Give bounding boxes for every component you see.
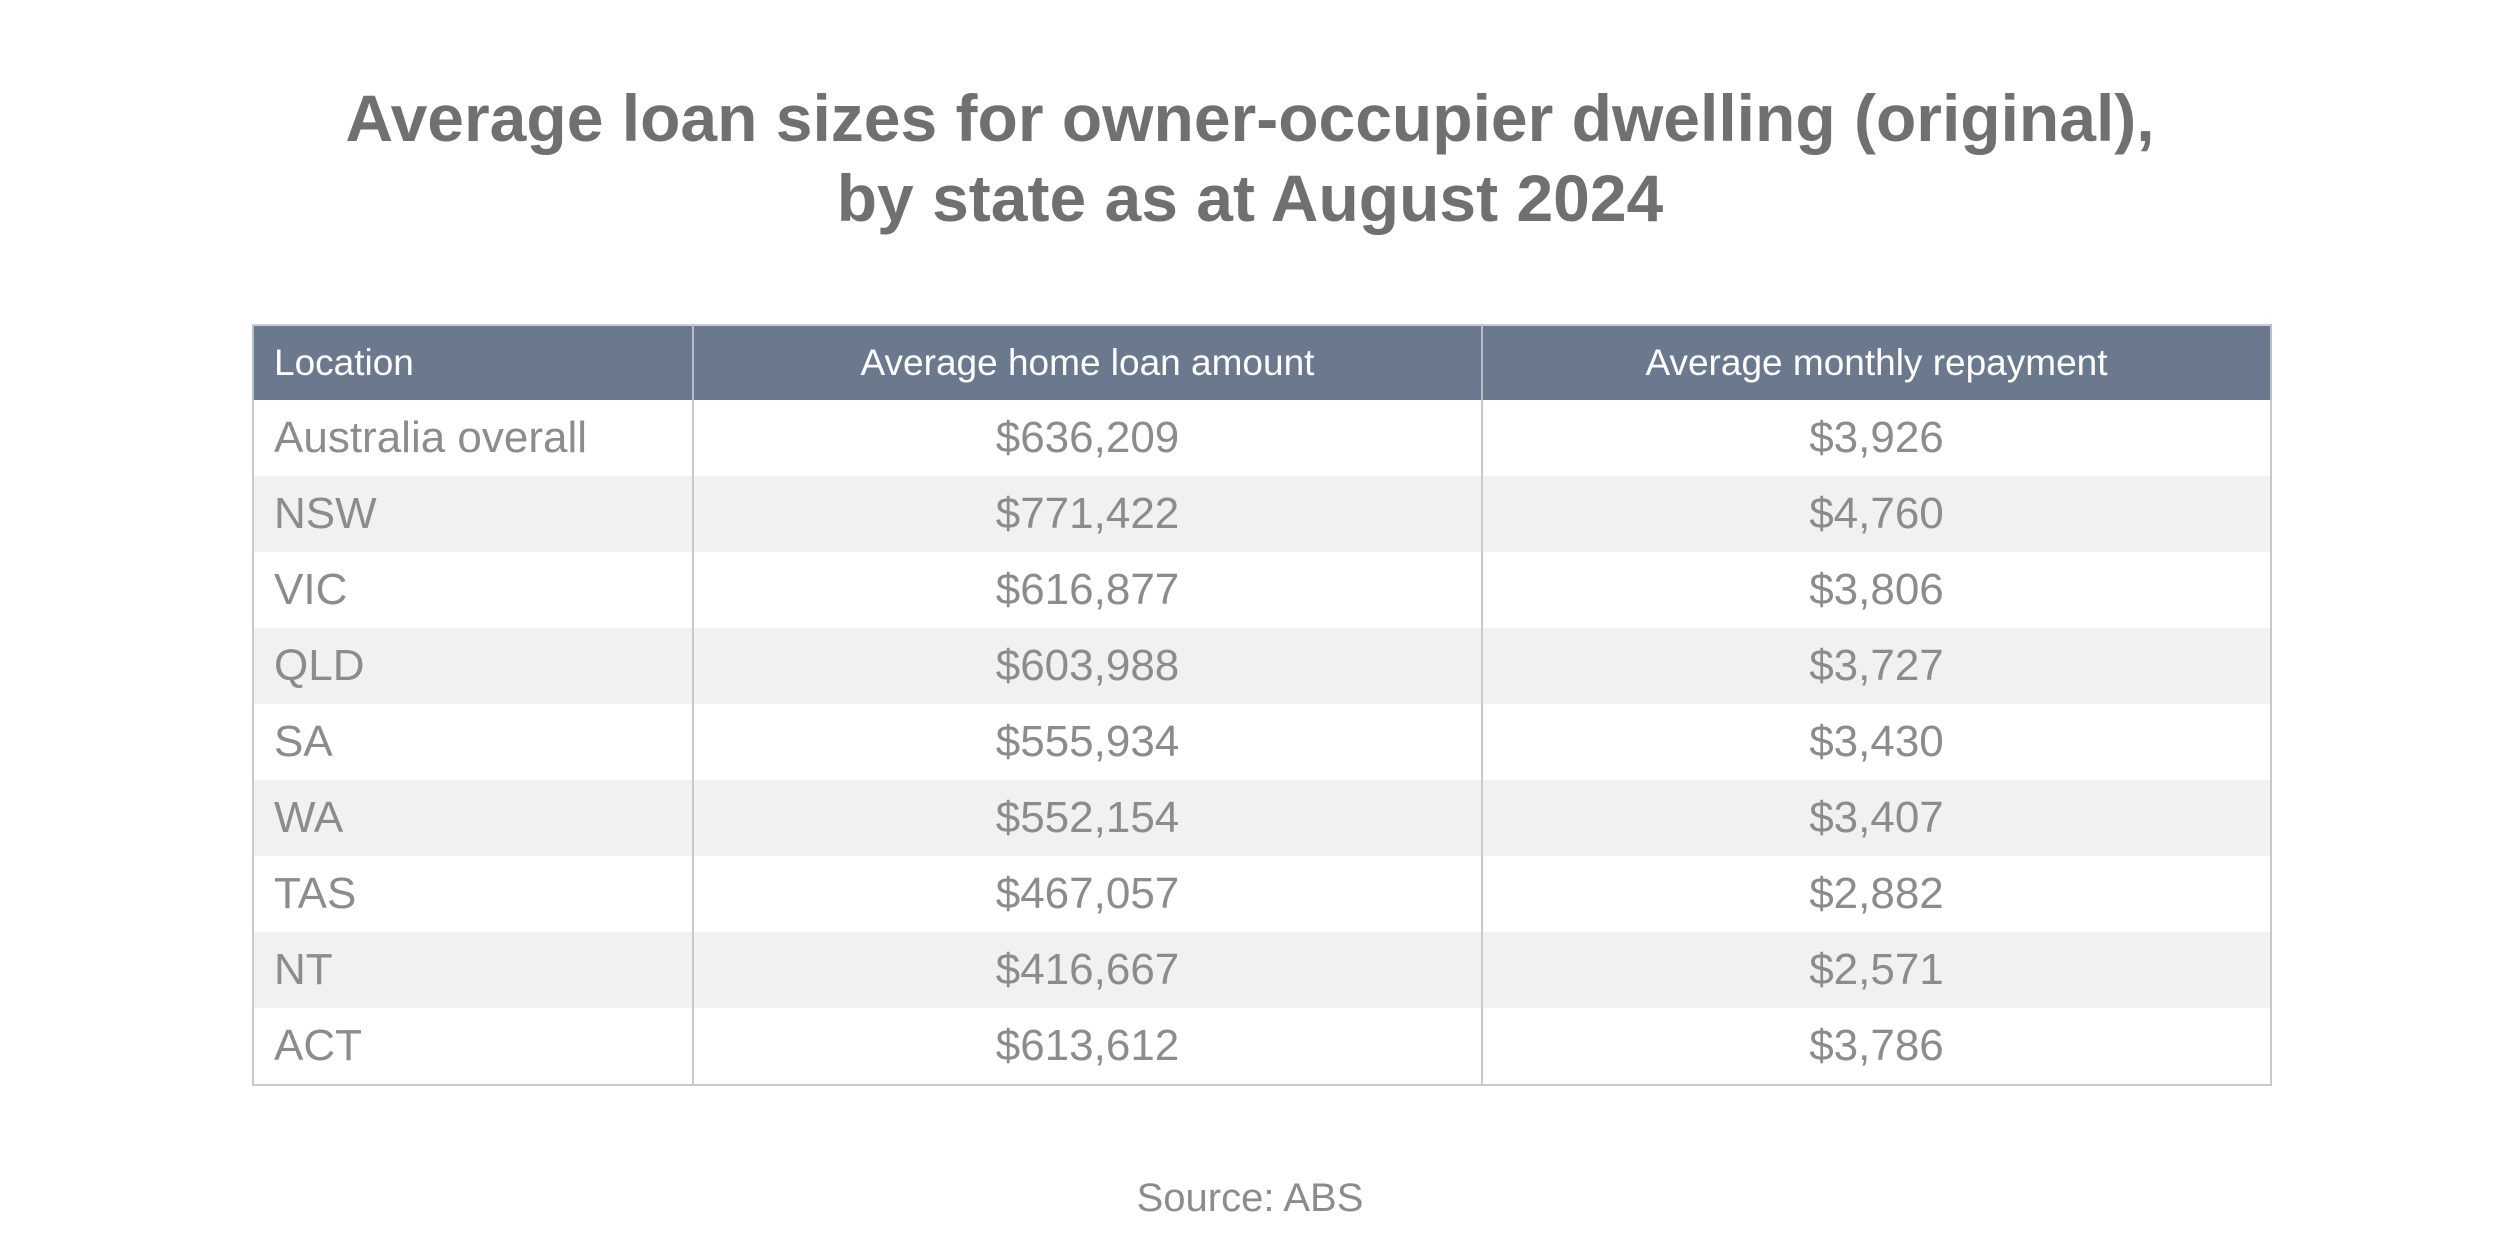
data-table-container: Location Average home loan amount Averag… xyxy=(252,324,2272,1086)
cell-loan-amount: $613,612 xyxy=(692,1008,1483,1086)
table-row: SA $555,934 $3,430 xyxy=(252,704,2272,780)
cell-monthly-repayment: $4,760 xyxy=(1481,476,2272,552)
cell-location: NSW xyxy=(252,476,694,552)
column-header-monthly-repayment: Average monthly repayment xyxy=(1481,324,2272,400)
chart-title: Average loan sizes for owner-occupier dw… xyxy=(0,78,2500,238)
table-row: TAS $467,057 $2,882 xyxy=(252,856,2272,932)
cell-monthly-repayment: $2,882 xyxy=(1481,856,2272,932)
cell-location: SA xyxy=(252,704,694,780)
cell-monthly-repayment: $3,806 xyxy=(1481,552,2272,628)
table-body: Australia overall $636,209 $3,926 NSW $771,4… xyxy=(252,400,2272,1086)
table-row: NSW $771,422 $4,760 xyxy=(252,476,2272,552)
source-note: Source: ABS xyxy=(1136,1176,1364,1220)
cell-loan-amount: $636,209 xyxy=(692,400,1483,476)
cell-loan-amount: $552,154 xyxy=(692,780,1483,856)
table-row: ACT $613,612 $3,786 xyxy=(252,1008,2272,1086)
cell-location: TAS xyxy=(252,856,694,932)
cell-loan-amount: $416,667 xyxy=(692,932,1483,1008)
cell-location: Australia overall xyxy=(252,400,694,476)
loan-table: Location Average home loan amount Averag… xyxy=(252,324,2272,1086)
column-header-location: Location xyxy=(252,324,694,400)
cell-loan-amount: $555,934 xyxy=(692,704,1483,780)
chart-title-line-1: Average loan sizes for owner-occupier dw… xyxy=(345,81,2155,155)
cell-monthly-repayment: $2,571 xyxy=(1481,932,2272,1008)
table-row: NT $416,667 $2,571 xyxy=(252,932,2272,1008)
cell-location: ACT xyxy=(252,1008,694,1086)
cell-monthly-repayment: $3,430 xyxy=(1481,704,2272,780)
cell-location: NT xyxy=(252,932,694,1008)
header-row: Location Average home loan amount Averag… xyxy=(252,324,2272,400)
cell-monthly-repayment: $3,926 xyxy=(1481,400,2272,476)
cell-loan-amount: $616,877 xyxy=(692,552,1483,628)
cell-location: WA xyxy=(252,780,694,856)
table-row: WA $552,154 $3,407 xyxy=(252,780,2272,856)
cell-monthly-repayment: $3,786 xyxy=(1481,1008,2272,1086)
cell-loan-amount: $467,057 xyxy=(692,856,1483,932)
chart-title-line-2: by state as at August 2024 xyxy=(836,161,1664,235)
table-row: QLD $603,988 $3,727 xyxy=(252,628,2272,704)
table-row: Australia overall $636,209 $3,926 xyxy=(252,400,2272,476)
table-row: VIC $616,877 $3,806 xyxy=(252,552,2272,628)
cell-location: VIC xyxy=(252,552,694,628)
table-header: Location Average home loan amount Averag… xyxy=(252,324,2272,400)
cell-location: QLD xyxy=(252,628,694,704)
cell-loan-amount: $771,422 xyxy=(692,476,1483,552)
cell-monthly-repayment: $3,727 xyxy=(1481,628,2272,704)
column-header-loan-amount: Average home loan amount xyxy=(692,324,1483,400)
cell-monthly-repayment: $3,407 xyxy=(1481,780,2272,856)
cell-loan-amount: $603,988 xyxy=(692,628,1483,704)
